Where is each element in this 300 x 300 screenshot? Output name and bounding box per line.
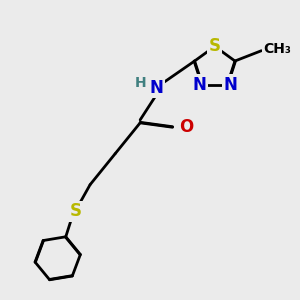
Text: O: O <box>179 118 193 136</box>
Text: S: S <box>69 202 81 220</box>
Text: H: H <box>134 76 146 90</box>
Text: S: S <box>209 38 221 56</box>
Text: CH₃: CH₃ <box>264 42 292 56</box>
Text: N: N <box>149 79 163 97</box>
Text: N: N <box>223 76 237 94</box>
Text: N: N <box>192 76 206 94</box>
